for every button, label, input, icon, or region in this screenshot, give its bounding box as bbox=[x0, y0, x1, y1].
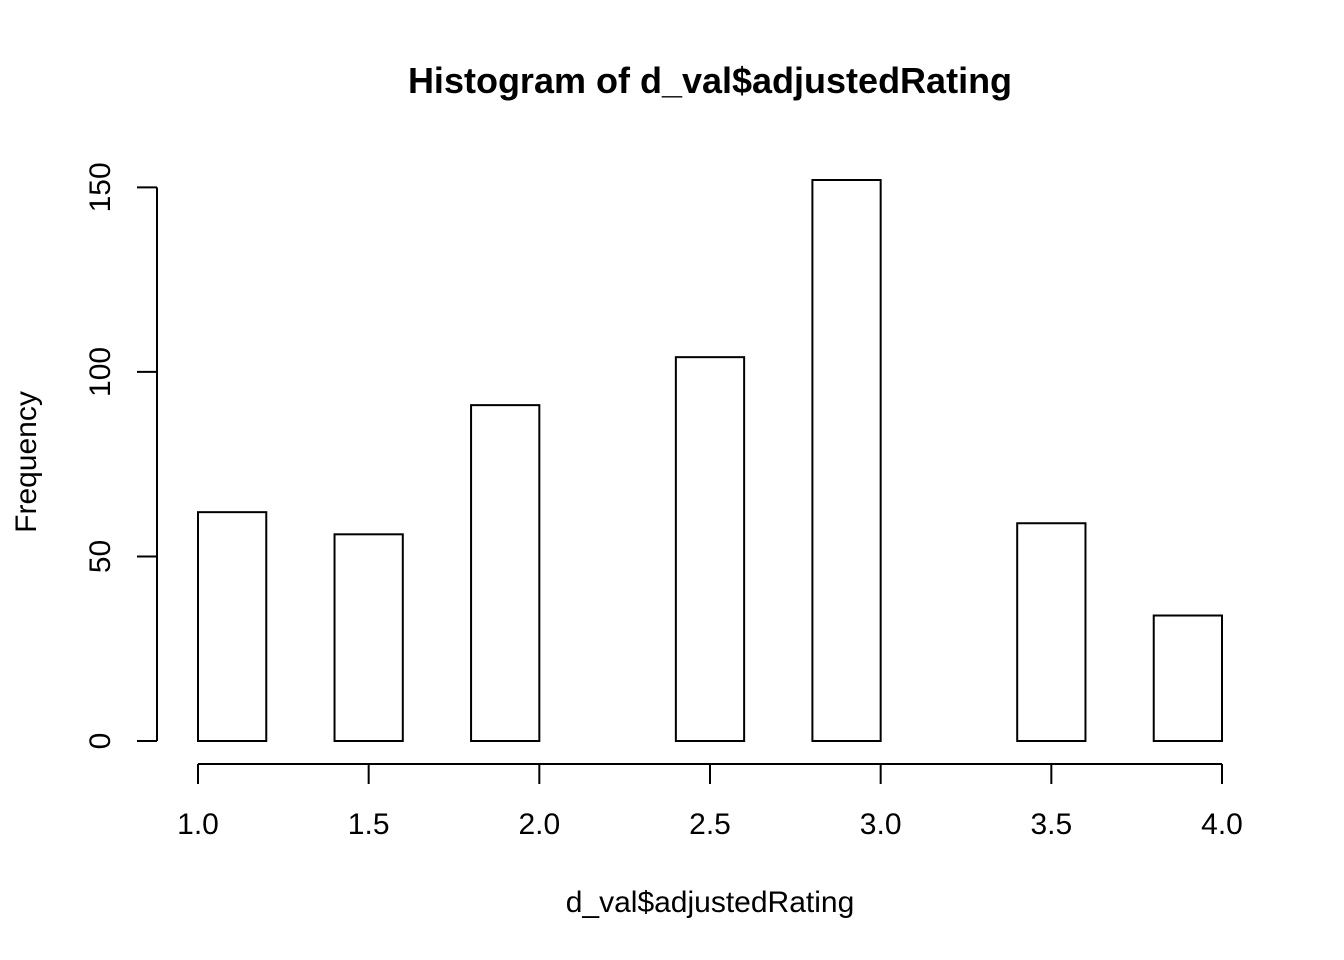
y-axis: 0 50 100 150 bbox=[84, 162, 158, 750]
x-axis: 1.0 1.5 2.0 2.5 3.0 3.5 4.0 bbox=[177, 763, 1243, 841]
histogram-bar bbox=[470, 404, 541, 742]
histogram-bar bbox=[1152, 614, 1223, 743]
y-tick-label: 150 bbox=[84, 162, 117, 212]
y-tick-label: 50 bbox=[84, 540, 117, 573]
chart-title: Histogram of d_val$adjustedRating bbox=[408, 60, 1012, 101]
histogram-bars bbox=[197, 179, 1223, 743]
y-axis-label: Frequency bbox=[10, 391, 43, 533]
x-tick-label: 4.0 bbox=[1201, 808, 1243, 841]
histogram-bar bbox=[674, 356, 746, 742]
x-tick-label: 1.5 bbox=[348, 808, 390, 841]
x-tick-label: 1.0 bbox=[177, 808, 219, 841]
x-axis-label: d_val$adjustedRating bbox=[566, 886, 855, 919]
x-tick-label: 2.0 bbox=[518, 808, 560, 841]
y-tick-label: 100 bbox=[84, 347, 117, 397]
y-tick-label: 0 bbox=[84, 733, 117, 750]
histogram-bar bbox=[1016, 522, 1087, 742]
x-tick-label: 2.5 bbox=[689, 808, 731, 841]
histogram-bar bbox=[811, 179, 882, 742]
x-tick-label: 3.5 bbox=[1030, 808, 1072, 841]
histogram-bar bbox=[333, 533, 404, 742]
x-tick-label: 3.0 bbox=[860, 808, 902, 841]
histogram-bar bbox=[197, 511, 268, 743]
